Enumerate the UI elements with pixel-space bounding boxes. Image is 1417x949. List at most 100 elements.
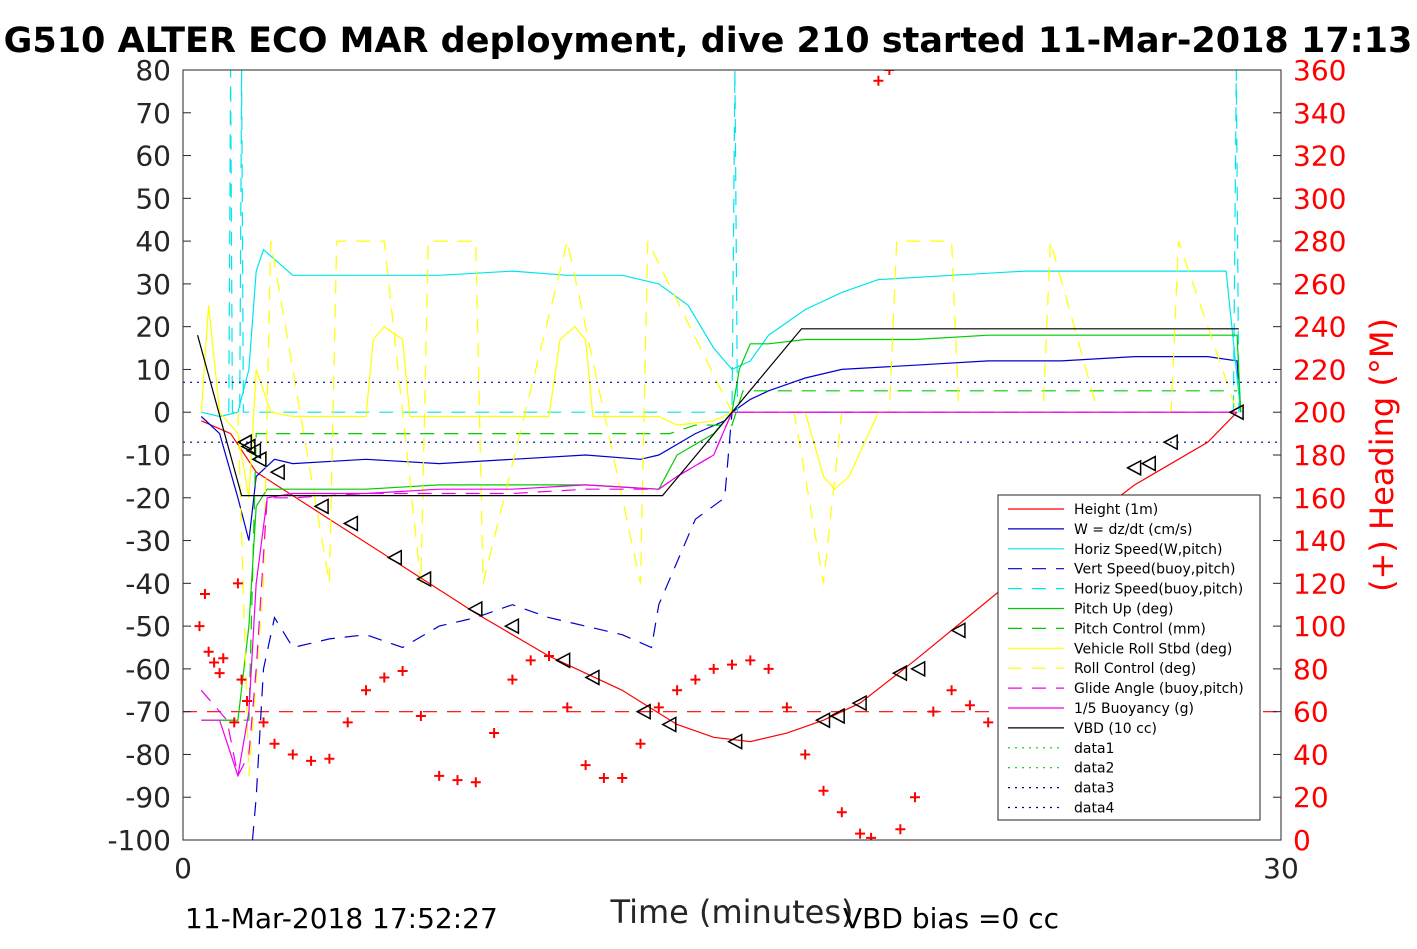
left-tick-label: -70 (125, 696, 171, 729)
heading-marker (194, 621, 205, 632)
left-tick-label: -80 (125, 738, 171, 771)
heading-marker (306, 755, 317, 766)
right-tick-label: 300 (1293, 182, 1346, 215)
x-tick-label: 0 (174, 852, 192, 885)
heading-marker (781, 702, 792, 713)
footer-timestamp: 11-Mar-2018 17:52:27 (185, 902, 498, 935)
heading-marker (415, 710, 426, 721)
right-tick-label: 220 (1293, 353, 1346, 386)
series-line-1 (200, 356, 1242, 541)
left-tick-label: 80 (135, 54, 171, 87)
heading-marker (434, 770, 445, 781)
heading-marker (287, 749, 298, 760)
left-tick-label: -30 (125, 525, 171, 558)
height-triangle-marker (386, 549, 403, 566)
axis-layer: 80706050403020100-10-20-30-40-50-60-70-8… (107, 54, 1346, 885)
legend-label: Vehicle Roll Stbd (deg) (1074, 641, 1232, 657)
left-tick-label: -40 (125, 567, 171, 600)
right-tick-label: 320 (1293, 140, 1346, 173)
height-triangle-marker (829, 707, 845, 725)
heading-marker (895, 824, 906, 835)
height-triangle-marker (1228, 403, 1244, 421)
left-tick-label: -50 (125, 610, 171, 643)
right-tick-label: 80 (1293, 653, 1329, 686)
legend-label: W = dz/dt (cm/s) (1074, 522, 1193, 538)
heading-marker (229, 717, 240, 728)
right-tick-label: 260 (1293, 268, 1346, 301)
left-tick-label: -20 (125, 482, 171, 515)
height-triangle-marker (269, 463, 285, 481)
height-triangle-marker (1126, 459, 1142, 477)
chart-title: G510 ALTER ECO MAR deployment, dive 210 … (4, 21, 1413, 61)
height-triangle-marker (635, 703, 651, 720)
heading-marker (910, 792, 920, 803)
series-line-6 (219, 390, 1238, 721)
heading-marker (209, 657, 220, 668)
series-line-2 (201, 248, 1242, 418)
legend-label: Height (1m) (1074, 502, 1158, 518)
heading-marker (544, 651, 554, 662)
height-triangle-marker (313, 498, 329, 515)
right-tick-label: 0 (1293, 824, 1311, 857)
left-tick-label: 60 (135, 140, 171, 173)
heading-marker (242, 695, 253, 706)
heading-marker (928, 706, 939, 717)
heading-marker (525, 655, 536, 666)
heading-marker (836, 807, 847, 818)
height-triangle-marker (555, 652, 571, 669)
legend-label: Horiz Speed(W,pitch) (1074, 542, 1222, 558)
right-tick-label: 20 (1293, 781, 1329, 814)
heading-marker (873, 75, 884, 86)
heading-marker (203, 646, 214, 657)
heading-marker (598, 772, 609, 783)
left-tick-label: 70 (135, 97, 171, 130)
series-line-8 (237, 240, 1238, 776)
height-triangle-marker (1162, 433, 1178, 451)
heading-marker (884, 70, 895, 75)
right-tick-label: 280 (1293, 225, 1346, 258)
heading-marker (745, 655, 756, 666)
left-tick-label: -60 (125, 653, 171, 686)
height-triangle-marker (503, 617, 520, 635)
heading-marker (690, 674, 701, 685)
height-triangle-marker (342, 515, 359, 532)
heading-marker (800, 749, 811, 760)
right-tick-label: 60 (1293, 696, 1329, 729)
legend: Height (1m) W = dz/dt (cm/s) Horiz Speed(W… (997, 494, 1261, 821)
heading-marker (379, 672, 390, 683)
height-triangle-marker (950, 622, 966, 639)
heading-marker (199, 589, 210, 600)
right-tick-label: 200 (1293, 396, 1346, 429)
height-triangle-marker (910, 660, 926, 678)
legend-label: VBD (10 cc) (1074, 721, 1157, 737)
legend-label: 1/5 Buoyancy (g) (1074, 701, 1194, 717)
right-tick-label: 240 (1293, 311, 1346, 344)
legend-label: data2 (1074, 761, 1114, 777)
height-triangle-marker (1140, 455, 1156, 472)
heading-marker (580, 760, 591, 771)
heading-marker (855, 828, 866, 839)
right-tick-label: 140 (1293, 525, 1346, 558)
left-tick-label: 0 (153, 396, 171, 429)
heading-marker (236, 674, 247, 685)
heading-marker (361, 685, 371, 696)
heading-marker (258, 717, 269, 728)
legend-label: Pitch Up (deg) (1074, 602, 1173, 618)
right-tick-label: 100 (1293, 610, 1346, 643)
heading-marker (324, 753, 335, 764)
legend-label: Horiz Speed(buoy,pitch) (1074, 582, 1243, 598)
series-line-7 (200, 305, 1238, 498)
heading-marker (470, 777, 481, 788)
height-triangle-marker (251, 451, 267, 468)
left-tick-label: -90 (125, 781, 171, 814)
legend-label: Pitch Control (mm) (1074, 621, 1206, 637)
heading-marker (232, 578, 243, 589)
heading-marker (727, 659, 737, 670)
left-tick-label: 30 (135, 268, 171, 301)
right-axis-label: (+) Heading (°M) (1363, 318, 1401, 592)
height-triangle-marker (415, 570, 432, 588)
height-triangle-marker (661, 716, 677, 733)
x-axis-label: Time (minutes) (610, 893, 854, 931)
heading-marker (507, 674, 518, 685)
